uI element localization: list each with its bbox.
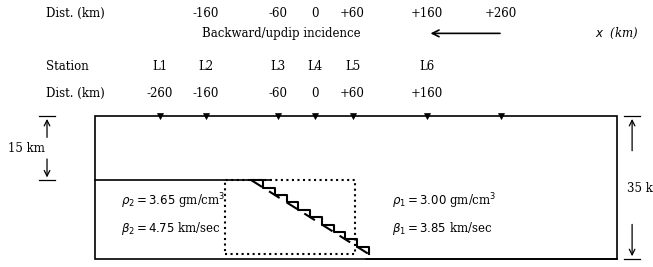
Text: 35 km: 35 km (627, 182, 653, 195)
Text: 15 km: 15 km (8, 142, 44, 155)
Text: +60: +60 (340, 7, 365, 20)
Bar (95, 116, 617, 259)
Text: $x$  (km): $x$ (km) (596, 26, 639, 41)
Text: L1: L1 (152, 60, 168, 73)
Text: Backward/updip incidence: Backward/updip incidence (202, 27, 361, 40)
Text: L2: L2 (198, 60, 214, 73)
Text: -160: -160 (193, 87, 219, 100)
Text: L4: L4 (308, 60, 323, 73)
Bar (225, 180, 355, 254)
Text: -60: -60 (268, 87, 287, 100)
Text: $\rho_2 = 3.65$ gm/cm$^3$: $\rho_2 = 3.65$ gm/cm$^3$ (121, 192, 225, 211)
Text: $\beta_2 = 4.75$ km/sec: $\beta_2 = 4.75$ km/sec (121, 220, 221, 237)
Text: $\rho_1 = 3.00$ gm/cm$^3$: $\rho_1 = 3.00$ gm/cm$^3$ (392, 192, 496, 211)
Text: -260: -260 (147, 87, 173, 100)
Text: Dist. (km): Dist. (km) (46, 87, 104, 100)
Text: 0: 0 (311, 87, 319, 100)
Text: +160: +160 (411, 7, 443, 20)
Text: Dist. (km): Dist. (km) (46, 7, 104, 20)
Text: +160: +160 (411, 87, 443, 100)
Text: $\beta_1 = 3.85$ km/sec: $\beta_1 = 3.85$ km/sec (392, 220, 492, 237)
Text: L5: L5 (345, 60, 360, 73)
Text: 0: 0 (311, 7, 319, 20)
Text: L3: L3 (270, 60, 285, 73)
Text: Station: Station (46, 60, 88, 73)
Text: +60: +60 (340, 87, 365, 100)
Text: +260: +260 (485, 7, 517, 20)
Text: -60: -60 (268, 7, 287, 20)
Text: L6: L6 (419, 60, 435, 73)
Text: -160: -160 (193, 7, 219, 20)
